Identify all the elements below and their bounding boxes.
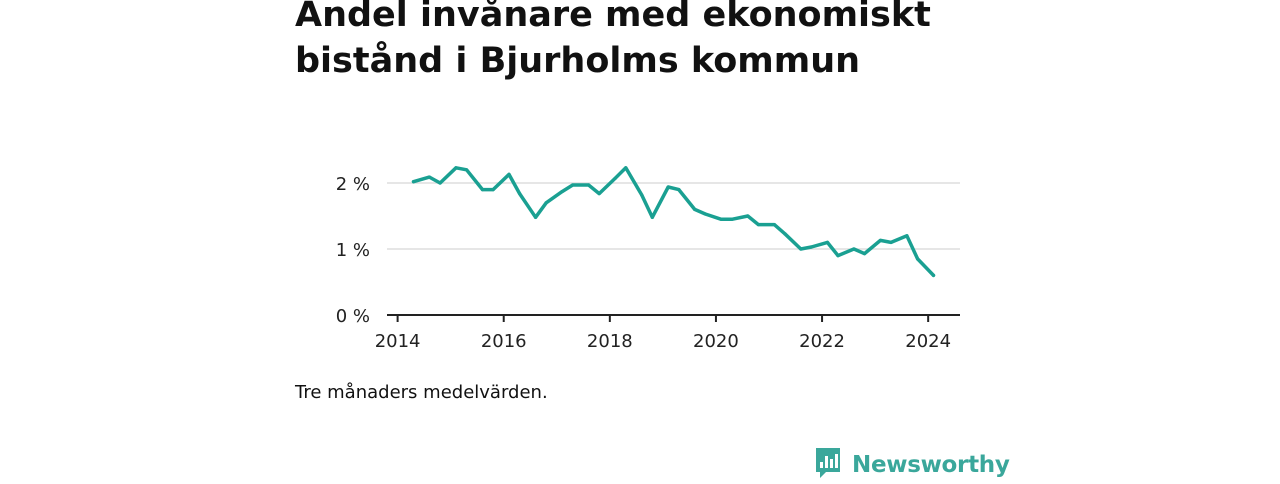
data-point	[889, 240, 893, 244]
data-point	[756, 222, 760, 227]
y-tick-label: 0 %	[336, 306, 370, 327]
data-point	[852, 247, 856, 251]
data-point	[597, 191, 601, 196]
data-point	[878, 238, 883, 243]
data-point	[544, 201, 548, 205]
data-point	[507, 172, 511, 177]
data-point	[915, 257, 920, 261]
x-tick-label: 2014	[375, 331, 421, 352]
data-point	[703, 212, 707, 216]
data-point	[613, 176, 617, 180]
data-point	[587, 183, 591, 187]
data-point	[571, 183, 575, 187]
data-point	[931, 273, 936, 277]
data-point	[693, 207, 697, 211]
series-layer	[411, 166, 936, 278]
data-point	[624, 166, 628, 170]
data-point	[862, 252, 867, 256]
newsworthy-logo-icon	[814, 446, 842, 484]
y-axis-labels: 0 % 1 % 2 %	[336, 174, 370, 327]
x-tick-label: 2020	[693, 331, 739, 352]
data-point	[825, 240, 829, 244]
chart-footnote: Tre månaders medelvärden.	[295, 382, 548, 403]
grid-lines	[387, 182, 960, 250]
data-point	[836, 254, 840, 258]
chart-title: Andel invånare med ekonomiskt bistånd i …	[295, 0, 931, 81]
data-point	[454, 166, 458, 170]
brand-name: Newsworthy	[852, 452, 1010, 478]
data-point	[427, 175, 432, 179]
data-point	[480, 188, 485, 192]
data-point	[730, 217, 734, 221]
x-tick-label: 2016	[481, 331, 527, 352]
x-tick-label: 2022	[799, 331, 845, 352]
data-point	[464, 168, 469, 172]
data-point	[719, 217, 723, 221]
data-point	[533, 215, 538, 219]
x-axis	[387, 314, 960, 322]
data-point	[640, 193, 644, 197]
data-point	[905, 234, 909, 238]
data-point	[518, 191, 522, 196]
x-tick-label: 2024	[905, 331, 951, 352]
series-line	[411, 166, 936, 278]
data-point	[783, 232, 787, 236]
y-tick-label: 1 %	[336, 240, 370, 261]
data-point	[799, 247, 803, 251]
data-point	[809, 245, 814, 249]
data-point	[650, 215, 654, 219]
x-axis-labels: 2014 2016 2018 2020 2022 2024	[375, 331, 951, 352]
y-tick-label: 2 %	[336, 174, 370, 195]
brand-logo[interactable]: Newsworthy	[814, 446, 1010, 484]
data-point	[411, 180, 416, 184]
data-point	[491, 188, 495, 192]
x-tick-label: 2018	[587, 331, 633, 352]
data-point	[746, 214, 750, 218]
data-point	[772, 222, 776, 227]
data-point	[666, 185, 670, 189]
data-point	[677, 188, 681, 192]
data-point	[438, 181, 442, 185]
data-point	[560, 189, 564, 194]
